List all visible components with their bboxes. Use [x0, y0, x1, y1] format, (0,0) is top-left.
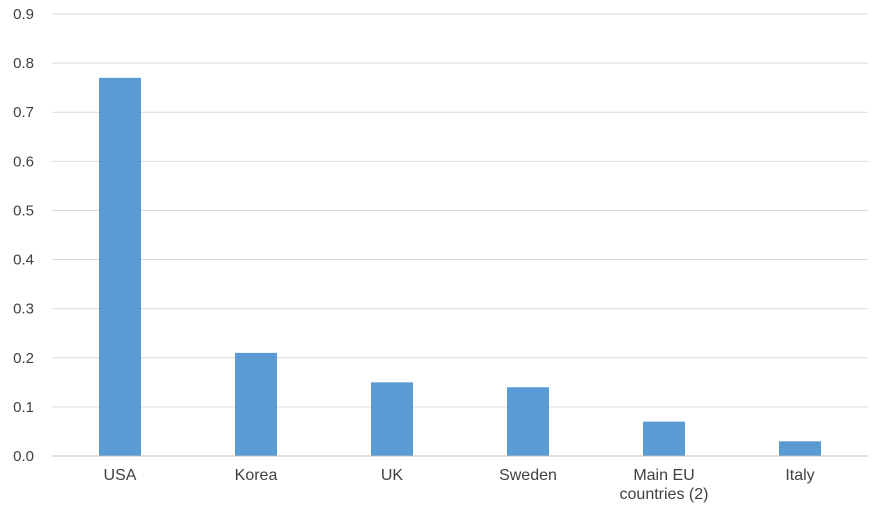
y-tick-label: 0.8 — [13, 55, 34, 72]
bar — [779, 441, 821, 456]
y-tick-label: 0.9 — [13, 6, 34, 23]
gridlines — [52, 13, 868, 408]
y-axis-ticks: 0.0 0.1 0.2 0.3 0.4 0.5 0.6 0.7 0.8 0.9 — [13, 6, 34, 465]
y-tick-label: 0.3 — [13, 301, 34, 318]
y-tick-label: 0.1 — [13, 399, 34, 416]
x-category-label: Korea — [235, 467, 278, 484]
y-tick-label: 0.2 — [13, 350, 34, 367]
x-category-label: Main EU countries (2) — [620, 467, 709, 503]
bar — [371, 382, 413, 456]
y-tick-label: 0.7 — [13, 104, 34, 121]
x-category-label: Italy — [785, 467, 814, 484]
bars — [99, 77, 821, 456]
bar — [507, 387, 549, 456]
y-tick-label: 0.0 — [13, 448, 34, 465]
y-tick-label: 0.6 — [13, 153, 34, 170]
x-category-label: Sweden — [499, 467, 557, 484]
x-category-label: USA — [104, 467, 137, 484]
bar — [99, 77, 141, 456]
x-category-label: UK — [381, 467, 404, 484]
y-tick-label: 0.5 — [13, 202, 34, 219]
bar — [643, 421, 685, 456]
x-axis-categories: USA Korea UK Sweden Main EU countries (2) Ital… — [104, 467, 815, 503]
bar — [235, 352, 277, 456]
y-tick-label: 0.4 — [13, 252, 34, 269]
